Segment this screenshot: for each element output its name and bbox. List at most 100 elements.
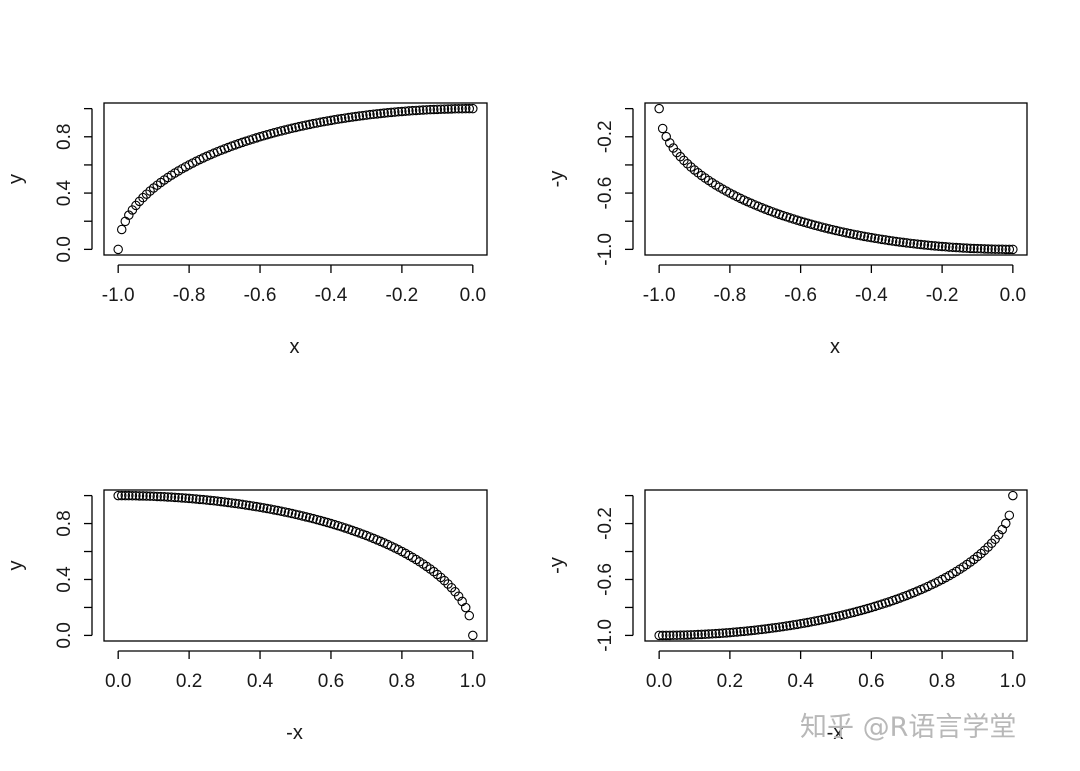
x-tick-label: 0.8 [929,671,955,692]
x-axis-title: -x [286,722,303,744]
data-point [148,491,159,502]
data-point [721,628,732,638]
data-point [1004,510,1015,521]
data-point [1001,244,1011,255]
data-point [901,238,912,248]
y-axis-title: -y [546,171,568,188]
data-point [1001,518,1011,529]
data-point [1008,490,1018,501]
data-point [767,623,778,633]
data-point [436,104,446,114]
data-point [916,239,926,250]
data-point [283,508,294,518]
plot-frame [644,102,1028,256]
data-point [955,243,965,253]
data-point [891,236,901,247]
data-point [657,123,668,134]
data-point [333,114,343,124]
data-point [322,116,333,126]
data-point [400,106,411,116]
data-point [944,242,954,252]
data-point [237,499,248,510]
x-tick-label: 0.6 [858,671,884,692]
data-point [301,120,311,130]
data-point [258,503,269,513]
data-point [993,529,1004,540]
data-point [838,610,848,620]
data-point [312,514,322,525]
x-tick-label: 1.0 [1000,671,1026,692]
data-point [141,491,152,501]
data-point [329,115,340,125]
data-point [997,244,1007,255]
data-point [990,244,1000,254]
data-point [806,219,816,230]
data-point [863,232,873,242]
data-point [251,501,262,512]
data-point [173,492,184,503]
data-point [262,129,272,140]
x-tick-label: 0.2 [717,671,743,692]
data-point [838,227,848,237]
y-axis-title: y [5,561,27,571]
data-point [315,515,326,526]
data-point [276,126,287,136]
plot-frame [103,102,488,256]
data-point [831,611,841,622]
data-point [802,617,813,628]
data-point [223,497,233,508]
data-point [919,240,930,250]
data-point [859,604,870,615]
data-point [198,494,209,505]
data-point [725,627,735,638]
data-point [778,621,788,632]
data-point [785,620,795,631]
x-tick-label: 0.4 [787,671,814,692]
data-point [693,629,703,640]
watermark-text: 知乎 @R语言学堂 [800,712,1016,743]
data-point [817,614,827,625]
data-point [979,545,990,556]
data-point [127,490,138,501]
data-point [746,625,756,636]
data-point [226,498,237,508]
data-point [665,138,675,148]
scatter-series [113,103,478,255]
data-point [675,630,686,640]
data-point [209,496,219,506]
x-tick-label: -0.2 [926,285,959,306]
data-point [937,241,947,252]
data-point [453,103,464,114]
data-point [280,507,290,517]
data-point [661,630,671,641]
data-point [340,113,350,123]
y-tick-label: -1.0 [595,233,616,266]
data-point [764,623,774,634]
x-axis-title: -x [827,722,844,744]
data-point [852,230,862,240]
data-point [820,614,831,624]
data-point [379,108,389,118]
data-point [184,493,194,504]
data-point [265,504,276,514]
data-point [983,244,993,254]
data-point [177,493,187,503]
data-point [457,103,467,114]
data-point [962,243,972,253]
x-tick-label: -0.4 [855,285,888,306]
data-point [912,239,923,249]
panels-group: -1.0 -0.8 -0.6 -0.4 -0.2 0.0 0.0 0.4 0.8 x y -1.0 -0… [5,102,1028,744]
data-point [418,105,428,115]
data-point [287,123,297,134]
data-point [290,122,301,133]
data-point [866,232,877,243]
data-point [414,105,425,115]
data-point [446,104,457,114]
data-point [262,503,272,514]
data-point [116,224,127,235]
y-tick-label: -0.6 [595,563,616,596]
data-point [700,629,710,639]
data-point [887,236,898,246]
data-point [909,238,919,249]
